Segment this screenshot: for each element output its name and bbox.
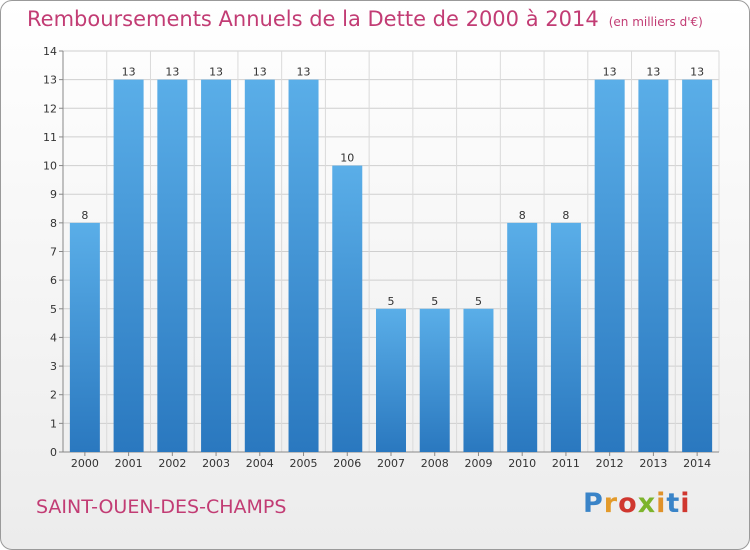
bar [550, 222, 581, 452]
data-label: 13 [297, 66, 311, 79]
labels: 0123456789101112131482000132001132002132… [43, 45, 711, 470]
y-tick-label: 8 [50, 217, 57, 230]
bar-chart: 0123456789101112131482000132001132002132… [43, 45, 720, 470]
brand-letter: i [656, 488, 667, 519]
bar [332, 165, 363, 453]
data-label: 13 [253, 66, 267, 79]
bar [201, 79, 232, 453]
y-tick-label: 14 [43, 45, 57, 58]
bar [419, 308, 450, 452]
bar [69, 222, 100, 452]
x-tick-label: 2010 [508, 457, 536, 470]
data-label: 13 [122, 66, 136, 79]
x-tick-label: 2000 [71, 457, 99, 470]
data-label: 5 [475, 295, 482, 308]
y-tick-label: 12 [43, 102, 57, 115]
data-label: 10 [340, 152, 354, 165]
bar [682, 79, 713, 453]
bar [594, 79, 625, 453]
brand-letter: x [637, 488, 657, 519]
x-tick-label: 2014 [683, 457, 711, 470]
x-tick-label: 2003 [202, 457, 230, 470]
y-tick-label: 11 [43, 131, 57, 144]
brand-letter: o [618, 488, 638, 519]
data-label: 13 [690, 66, 704, 79]
data-label: 8 [81, 209, 88, 222]
place-name: SAINT-OUEN-DES-CHAMPS [36, 496, 287, 518]
data-label: 8 [519, 209, 526, 222]
y-tick-label: 2 [50, 389, 57, 402]
x-tick-label: 2004 [246, 457, 274, 470]
x-tick-label: 2011 [552, 457, 580, 470]
brand-letter: t [666, 488, 681, 519]
data-label: 13 [603, 66, 617, 79]
bar [113, 79, 144, 453]
data-label: 5 [388, 295, 395, 308]
y-tick-label: 10 [43, 160, 57, 173]
bar [244, 79, 275, 453]
brand-letter: i [680, 488, 691, 519]
x-tick-label: 2001 [115, 457, 143, 470]
chart-title: Remboursements Annuels de la Dette de 20… [27, 7, 703, 31]
brand-logo: Proxiti [583, 488, 691, 519]
bars [69, 79, 713, 453]
y-tick-label: 3 [50, 360, 57, 373]
x-tick-label: 2002 [158, 457, 186, 470]
bar [507, 222, 538, 452]
x-tick-label: 2008 [421, 457, 449, 470]
data-label: 13 [646, 66, 660, 79]
brand-letter: r [603, 488, 619, 519]
x-tick-label: 2009 [464, 457, 492, 470]
y-tick-label: 9 [50, 188, 57, 201]
bar [463, 308, 494, 452]
y-tick-label: 7 [50, 246, 57, 259]
y-tick-label: 6 [50, 274, 57, 287]
bar [288, 79, 319, 453]
y-tick-label: 5 [50, 303, 57, 316]
x-tick-label: 2012 [596, 457, 624, 470]
x-tick-label: 2013 [639, 457, 667, 470]
brand-letter: P [583, 488, 604, 519]
y-tick-label: 1 [50, 417, 57, 430]
bar [638, 79, 669, 453]
y-tick-label: 13 [43, 74, 57, 87]
x-tick-label: 2005 [290, 457, 318, 470]
x-tick-label: 2007 [377, 457, 405, 470]
data-label: 8 [562, 209, 569, 222]
bar [157, 79, 188, 453]
y-tick-label: 4 [50, 331, 57, 344]
data-label: 13 [209, 66, 223, 79]
y-tick-label: 0 [50, 446, 57, 459]
chart-unit: (en milliers d'€) [608, 15, 703, 29]
x-tick-label: 2006 [333, 457, 361, 470]
data-label: 13 [165, 66, 179, 79]
data-label: 5 [431, 295, 438, 308]
bar [376, 308, 406, 452]
chart-title-text: Remboursements Annuels de la Dette de 20… [27, 7, 599, 31]
